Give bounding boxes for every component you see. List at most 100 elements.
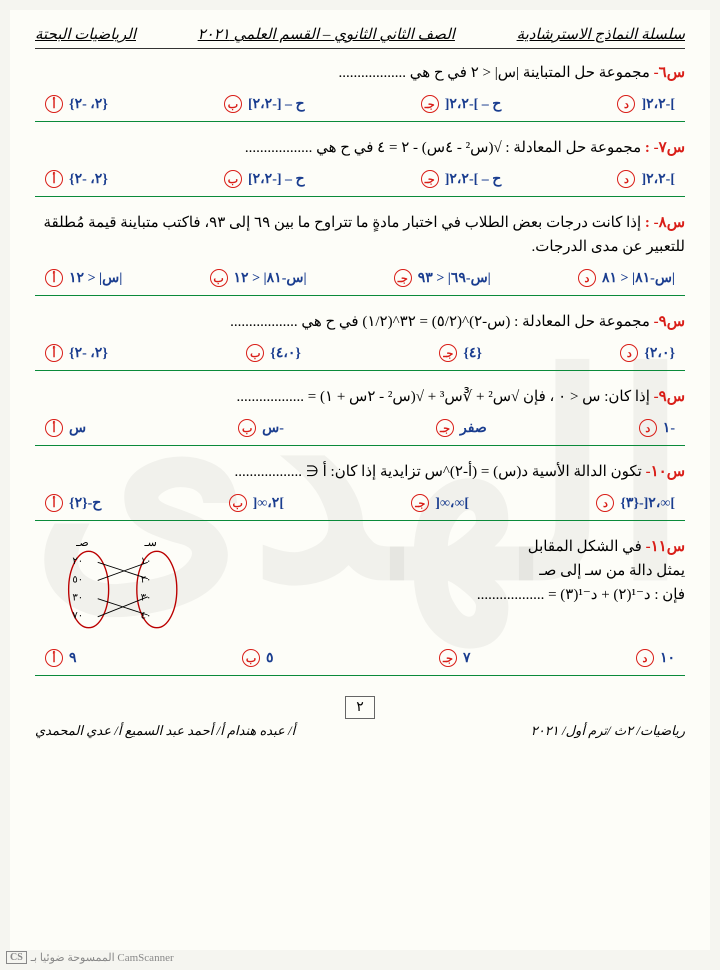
- opt-label: جـ: [411, 494, 429, 512]
- q8-opt-c[interactable]: جـ|س-٦٩| < ٩٣: [394, 269, 491, 287]
- q8-text: إذا كانت درجات بعض الطلاب في اختبار مادة…: [43, 215, 685, 255]
- opt-text: -س: [262, 420, 284, 437]
- q10-text: تكون الدالة الأسية د(س) = (أ-٢)^س تزايدي…: [235, 464, 642, 480]
- q6-options: أ{٢، -٢} بح – [-٢،٢] جـح – ]-٢،٢[ د]-٢،٢…: [35, 91, 685, 117]
- opt-label: أ: [45, 494, 63, 512]
- q6-opt-a[interactable]: أ{٢، -٢}: [45, 95, 108, 113]
- opt-label: ب: [224, 170, 242, 188]
- opt-label: أ: [45, 649, 63, 667]
- q7-opt-c[interactable]: جـح – ]-٢،٢[: [421, 170, 502, 188]
- q8-opt-a[interactable]: أ|س| < ١٢: [45, 269, 122, 287]
- footer: ٢ رياضيات/ ٢ث /ترم أول/ ٢٠٢١ أ/ عبده هند…: [35, 696, 685, 739]
- q11-options: أ٩ ب٥ جـ٧ د١٠: [35, 645, 685, 671]
- q11-opt-b[interactable]: ب٥: [242, 649, 274, 667]
- q11-opt-d[interactable]: د١٠: [636, 649, 675, 667]
- divider: [35, 520, 685, 521]
- opt-label: جـ: [421, 95, 439, 113]
- opt-label: د: [578, 269, 596, 287]
- svg-text:٢٠: ٢٠: [72, 556, 83, 567]
- q9a-num: س٩-: [654, 314, 685, 330]
- q11-text: في الشكل المقابل: [528, 539, 642, 555]
- q8-opt-d[interactable]: د |س-٨١| < ٨١: [578, 269, 675, 287]
- opt-text: س: [69, 420, 86, 437]
- q7-opt-d[interactable]: د]-٢،٢[: [617, 170, 675, 188]
- opt-text: ]∞،٢[-{٣}: [620, 495, 675, 512]
- opt-label: جـ: [394, 269, 412, 287]
- cs-icon: CS: [6, 951, 27, 964]
- opt-text: {٢، -٢}: [69, 345, 108, 362]
- q7-num: س٧- :: [645, 140, 685, 156]
- opt-label: جـ: [436, 419, 454, 437]
- q9b-opt-d[interactable]: د-١: [639, 419, 675, 437]
- question-9a: س٩- مجموعة حل المعادلة : (س-٢)^(٥/٢) = ٣…: [35, 310, 685, 334]
- q9b-opt-b[interactable]: ب-س: [238, 419, 284, 437]
- q6-num: س٦-: [654, 65, 685, 81]
- q11-text3: فإن : د⁻¹(٢) + د⁻¹(٣) = ................…: [477, 587, 685, 603]
- q10-opt-a[interactable]: أ ح-{٢}: [45, 494, 101, 512]
- question-8: س٨- : إذا كانت درجات بعض الطلاب في اختبا…: [35, 211, 685, 259]
- q10-opt-b[interactable]: ب ]٢،∞[: [229, 494, 284, 512]
- q6-opt-d[interactable]: د]-٢،٢[: [617, 95, 675, 113]
- q8-options: أ|س| < ١٢ ب|س-٨١| < ١٢ جـ|س-٦٩| < ٩٣ د |س…: [35, 265, 685, 291]
- q9b-opt-c[interactable]: جـ صفر: [436, 419, 487, 437]
- divider: [35, 445, 685, 446]
- opt-text: ح – ]-٢،٢[: [445, 171, 502, 188]
- q9a-opt-c[interactable]: جـ{٤}: [439, 344, 482, 362]
- q9a-opt-d[interactable]: د {٢،٠}: [620, 344, 675, 362]
- q9a-text: مجموعة حل المعادلة : (س-٢)^(٥/٢) = ٣٢^(١…: [230, 314, 650, 330]
- divider: [35, 121, 685, 122]
- q9b-num: س٩-: [654, 389, 685, 405]
- svg-text:٧٠: ٧٠: [72, 611, 83, 622]
- q6-opt-b[interactable]: بح – [-٢،٢]: [224, 95, 305, 113]
- footer-right: رياضيات/ ٢ث /ترم أول/ ٢٠٢١: [531, 723, 685, 739]
- q10-opt-c[interactable]: جـ]∞،∞[: [411, 494, 469, 512]
- opt-text: صفر: [460, 420, 487, 437]
- q7-opt-a[interactable]: أ{٢، -٢}: [45, 170, 108, 188]
- opt-label: د: [639, 419, 657, 437]
- question-7: س٧- : مجموعة حل المعادلة : √(س² - ٤س) - …: [35, 136, 685, 160]
- opt-text: {٢، -٢}: [69, 96, 108, 113]
- q11-num: س١١-: [646, 539, 685, 555]
- q10-opt-d[interactable]: د ]∞،٢[-{٣}: [596, 494, 675, 512]
- q6-opt-c[interactable]: جـح – ]-٢،٢[: [421, 95, 502, 113]
- q9b-text: إذا كان: س < ٠ ، فإن √س² + ∛س³ + √(س² - …: [237, 389, 650, 405]
- opt-text: ح – [-٢،٢]: [248, 96, 305, 113]
- opt-label: د: [620, 344, 638, 362]
- camscanner-badge: CS الممسوحة ضوئيا بـ CamScanner: [6, 951, 174, 964]
- q8-num: س٨- :: [645, 215, 685, 231]
- opt-label: ب: [229, 494, 247, 512]
- q11-opt-a[interactable]: أ٩: [45, 649, 77, 667]
- set-c-label: صـ: [75, 537, 88, 549]
- q8-opt-b[interactable]: ب|س-٨١| < ١٢: [210, 269, 307, 287]
- q10-num: س١٠-: [646, 464, 685, 480]
- opt-label: ب: [242, 649, 260, 667]
- q9b-opt-a[interactable]: أس: [45, 419, 86, 437]
- svg-text:١٠: ١٠: [141, 556, 152, 567]
- opt-text: {٢، -٢}: [69, 171, 108, 188]
- opt-text: {٢،٠}: [644, 345, 675, 362]
- opt-label: ب: [246, 344, 264, 362]
- svg-text:٣٠: ٣٠: [72, 592, 83, 603]
- q9a-opt-b[interactable]: ب {٤،٠}: [246, 344, 301, 362]
- q9b-options: أس ب-س جـ صفر د-١: [35, 415, 685, 441]
- q6-text: مجموعة حل المتباينة |س| < ٢ في ح هي ....…: [338, 65, 649, 81]
- opt-text: {٤}: [463, 345, 482, 362]
- opt-text: |س-٨١| < ٨١: [602, 270, 675, 287]
- q11-text2: يمثل دالة من سـ إلى صـ: [539, 563, 685, 579]
- opt-text: {٤،٠}: [270, 345, 301, 362]
- opt-text: ح-{٢}: [69, 495, 101, 512]
- q7-opt-b[interactable]: ب ح – [-٢،٢]: [224, 170, 305, 188]
- q9a-opt-a[interactable]: أ{٢، -٢}: [45, 344, 108, 362]
- q11-opt-c[interactable]: جـ٧: [439, 649, 471, 667]
- opt-label: أ: [45, 269, 63, 287]
- header-right: سلسلة النماذج الاسترشادية: [517, 25, 685, 44]
- divider: [35, 370, 685, 371]
- opt-label: د: [617, 95, 635, 113]
- opt-label: د: [617, 170, 635, 188]
- header-center: الصف الثاني الثانوي – القسم العلمي ٢٠٢١: [198, 25, 455, 44]
- opt-text: ح – [-٢،٢]: [248, 171, 305, 188]
- opt-text: ]٢،∞[: [253, 495, 284, 512]
- opt-label: د: [596, 494, 614, 512]
- question-6: س٦- مجموعة حل المتباينة |س| < ٢ في ح هي …: [35, 61, 685, 85]
- opt-label: جـ: [439, 649, 457, 667]
